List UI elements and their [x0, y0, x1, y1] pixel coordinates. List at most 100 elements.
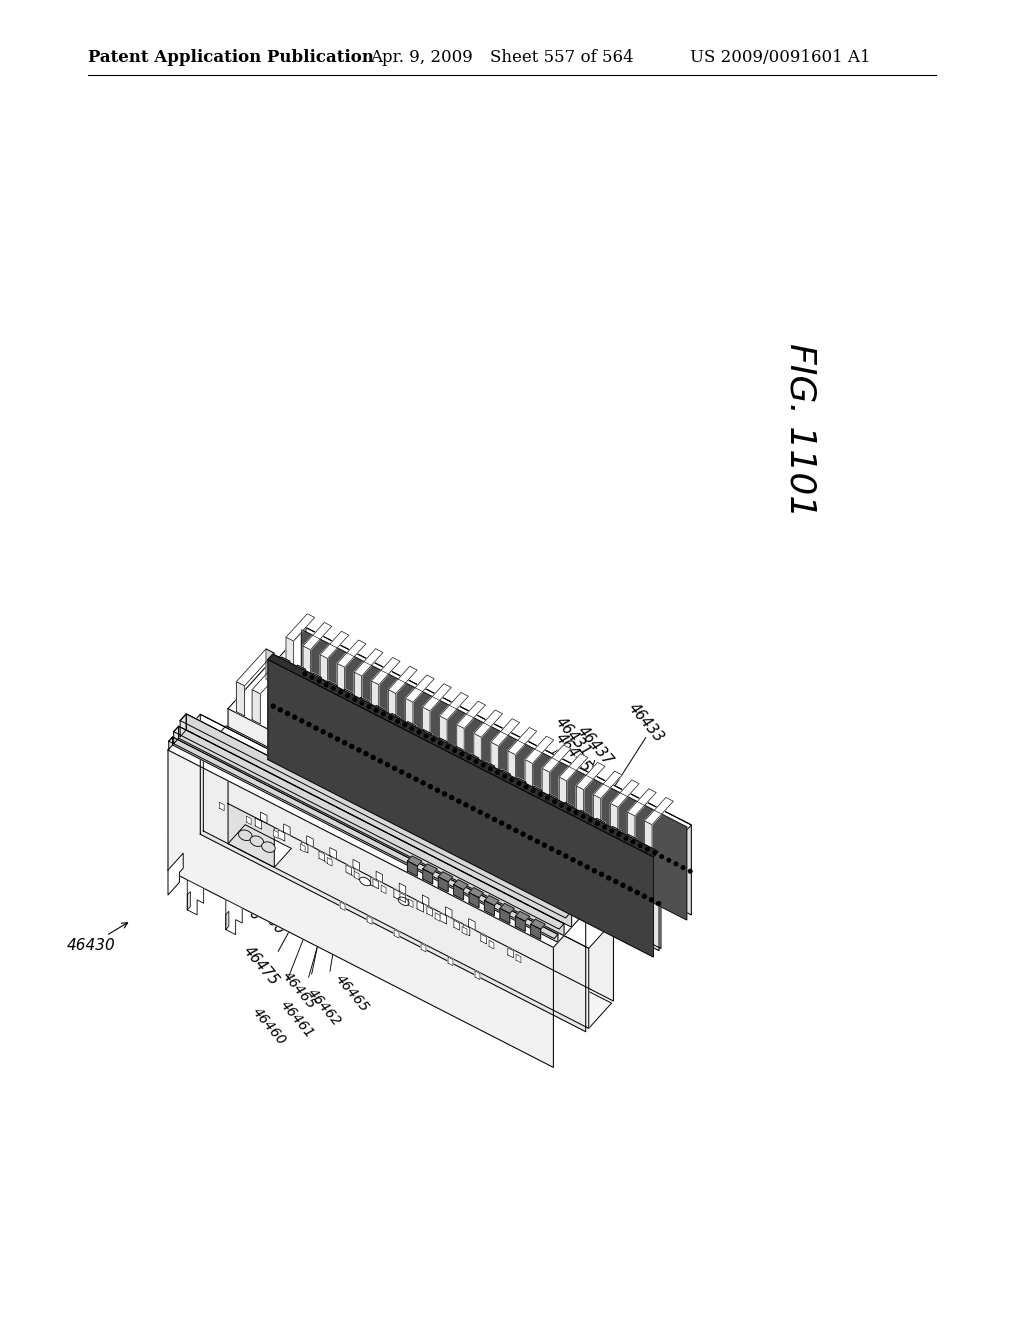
Circle shape — [493, 817, 497, 821]
Polygon shape — [472, 803, 480, 837]
Circle shape — [481, 763, 485, 767]
Circle shape — [350, 744, 353, 748]
Text: 46437: 46437 — [574, 723, 615, 768]
Circle shape — [368, 705, 371, 709]
Polygon shape — [279, 830, 285, 841]
Polygon shape — [469, 887, 483, 898]
Polygon shape — [282, 657, 290, 692]
Polygon shape — [180, 714, 571, 917]
Text: 46431: 46431 — [552, 714, 594, 759]
Polygon shape — [273, 659, 659, 950]
Ellipse shape — [359, 878, 371, 886]
Circle shape — [582, 814, 585, 818]
Circle shape — [435, 788, 439, 792]
Polygon shape — [376, 871, 383, 883]
Circle shape — [353, 697, 356, 701]
Circle shape — [410, 727, 414, 730]
Text: 46451: 46451 — [390, 845, 429, 888]
Text: Patent Application Publication: Patent Application Publication — [88, 49, 374, 66]
Polygon shape — [178, 726, 564, 936]
Polygon shape — [354, 648, 383, 676]
Circle shape — [357, 748, 360, 752]
Circle shape — [375, 709, 378, 713]
Text: 46452: 46452 — [381, 853, 421, 895]
Circle shape — [346, 694, 349, 697]
Circle shape — [638, 843, 642, 847]
Polygon shape — [422, 895, 429, 907]
Polygon shape — [628, 812, 635, 843]
Circle shape — [488, 767, 493, 771]
Circle shape — [507, 825, 511, 829]
Text: 46440: 46440 — [375, 759, 416, 804]
Circle shape — [457, 799, 461, 803]
Polygon shape — [445, 907, 452, 919]
Circle shape — [442, 792, 446, 796]
Polygon shape — [424, 730, 432, 764]
Circle shape — [560, 804, 563, 808]
Polygon shape — [490, 742, 499, 774]
Polygon shape — [551, 843, 559, 878]
Circle shape — [371, 755, 375, 759]
Polygon shape — [454, 884, 464, 900]
Polygon shape — [417, 900, 424, 912]
Polygon shape — [337, 664, 345, 696]
Polygon shape — [439, 738, 447, 772]
Polygon shape — [268, 655, 658, 857]
Circle shape — [485, 814, 489, 818]
Polygon shape — [488, 777, 526, 814]
Polygon shape — [174, 726, 564, 929]
Circle shape — [606, 876, 610, 880]
Polygon shape — [610, 780, 639, 808]
Polygon shape — [228, 709, 613, 1001]
Polygon shape — [186, 714, 571, 927]
Circle shape — [414, 777, 418, 781]
Circle shape — [659, 855, 664, 858]
Polygon shape — [516, 954, 521, 962]
Polygon shape — [457, 795, 465, 829]
Circle shape — [365, 751, 368, 755]
Polygon shape — [180, 714, 186, 737]
Polygon shape — [474, 710, 503, 738]
Polygon shape — [372, 657, 400, 685]
Circle shape — [514, 829, 518, 833]
Circle shape — [649, 898, 653, 902]
Polygon shape — [598, 834, 636, 871]
Circle shape — [339, 690, 342, 694]
Polygon shape — [463, 924, 470, 936]
Polygon shape — [331, 697, 369, 734]
Polygon shape — [530, 924, 541, 940]
Polygon shape — [520, 826, 528, 861]
Polygon shape — [593, 795, 601, 826]
Polygon shape — [187, 880, 204, 915]
Polygon shape — [228, 825, 292, 867]
Polygon shape — [168, 714, 586, 948]
Circle shape — [378, 759, 382, 763]
Polygon shape — [315, 689, 353, 726]
Polygon shape — [313, 673, 322, 708]
Polygon shape — [187, 891, 190, 909]
Polygon shape — [406, 698, 413, 730]
Circle shape — [510, 777, 514, 781]
Polygon shape — [284, 706, 292, 741]
Polygon shape — [542, 768, 550, 800]
Polygon shape — [421, 944, 426, 952]
Polygon shape — [515, 916, 525, 932]
Circle shape — [628, 887, 632, 891]
Polygon shape — [174, 726, 178, 743]
Polygon shape — [354, 672, 361, 704]
Polygon shape — [303, 623, 332, 649]
Text: 46460: 46460 — [250, 1005, 289, 1048]
Text: 46445: 46445 — [553, 730, 594, 776]
Circle shape — [453, 748, 457, 752]
Circle shape — [300, 719, 304, 723]
Circle shape — [610, 829, 613, 833]
Circle shape — [431, 738, 435, 742]
Polygon shape — [394, 929, 399, 939]
Circle shape — [681, 866, 685, 870]
Circle shape — [428, 784, 432, 788]
Polygon shape — [474, 734, 481, 766]
Polygon shape — [371, 876, 377, 888]
Polygon shape — [301, 842, 308, 853]
Circle shape — [360, 701, 364, 705]
Polygon shape — [536, 803, 573, 840]
